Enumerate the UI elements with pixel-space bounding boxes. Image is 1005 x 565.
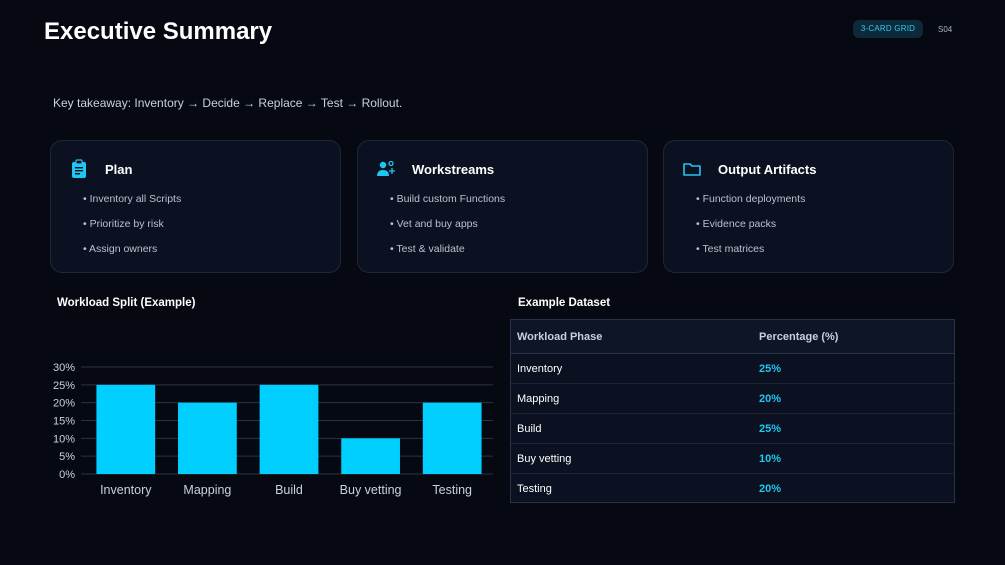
bar-inventory [96,384,156,474]
column-header: Workload Phase [517,330,603,343]
x-tick-label: Testing [432,483,472,497]
y-tick-label: 30% [53,362,75,374]
bar-testing [422,402,482,474]
layout-badge: 3-CARD GRID [853,20,923,38]
list-item: Assign owners [83,242,181,267]
folder-icon [683,163,701,176]
table-cell: Mapping [517,392,560,405]
table-cell: Inventory [517,362,563,375]
table-cell: 10% [759,452,782,465]
y-tick-label: 5% [59,451,75,463]
card-title: Plan [105,161,133,177]
bar-buy-vetting [341,438,400,474]
workload-bar-chart: 0% 5% 10% 15% 20% 25% 30% Inventory Mapping Build… [53,362,493,497]
slide-number: S04 [938,25,953,34]
table-header-row: Workload Phase Percentage (%) [511,320,954,354]
list-item: Inventory all Scripts [83,192,182,217]
card-list: Build custom Functions Vet and buy apps … [390,192,505,267]
chart-section-title: Workload Split (Example) [57,297,196,309]
y-tick-label: 25% [53,380,75,392]
list-item: Test & validate [390,242,505,267]
y-tick-label: 15% [53,416,75,428]
list-item: Evidence packs [696,217,805,242]
card-title: Workstreams [412,161,495,177]
table-cell: 20% [759,392,782,405]
card-output-artifacts: Output Artifacts Function deployments Ev… [663,140,954,273]
list-item: Function deployments [696,192,806,217]
x-tick-label: Buy vetting [340,483,402,497]
list-item: Vet and buy apps [390,217,505,242]
card-plan: Plan Inventory all Scripts Prioritize by… [50,140,341,273]
table-row: Testing 20% [511,474,954,504]
table-row: Mapping 20% [511,384,954,414]
x-tick-label: Mapping [183,483,231,497]
bar-mapping [178,402,237,474]
table-cell: 20% [759,483,782,495]
column-header: Percentage (%) [759,330,839,343]
clipboard-icon [72,159,86,178]
key-takeaway: Key takeaway: Inventory → Decide → Repla… [53,96,403,110]
y-tick-label: 0% [59,469,75,481]
table-cell: Testing [517,483,552,495]
team-icon [377,160,395,176]
card-workstreams: Workstreams Build custom Functions Vet a… [357,140,648,273]
x-tick-label: Inventory [100,483,152,497]
y-tick-label: 20% [53,398,75,410]
bar-build [259,384,319,474]
y-tick-label: 10% [53,433,75,445]
card-list: Inventory all Scripts Prioritize by risk… [83,192,181,267]
list-item: Test matrices [696,242,805,267]
table-row: Build 25% [511,414,954,444]
table-section-title: Example Dataset [518,297,611,309]
page-title: Executive Summary [44,18,273,45]
table-cell: Buy vetting [517,452,572,465]
card-list: Function deployments Evidence packs Test… [696,192,805,267]
table-row: Inventory 25% [511,354,954,384]
table-cell: Build [517,422,542,435]
dataset-table: Workload Phase Percentage (%) Inventory … [510,319,955,503]
list-item: Build custom Functions [390,192,506,217]
table-row: Buy vetting 10% [511,444,954,474]
x-tick-label: Build [275,483,303,497]
table-cell: 25% [759,362,782,375]
card-title: Output Artifacts [718,161,817,177]
list-item: Prioritize by risk [83,217,181,242]
table-cell: 25% [759,422,782,435]
